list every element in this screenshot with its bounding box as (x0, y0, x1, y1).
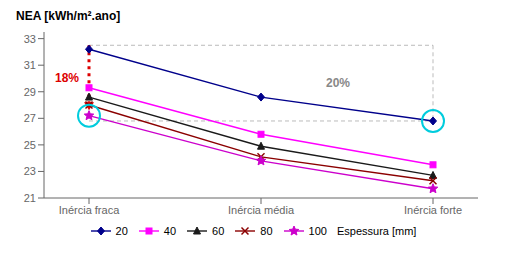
svg-text:Inércia forte: Inércia forte (404, 204, 462, 216)
svg-text:23: 23 (24, 165, 36, 177)
html-text:NEA [kWh/m².ano]: NEA [kWh/m².ano] (16, 9, 121, 23)
svg-text:31: 31 (24, 59, 36, 71)
svg-text:29: 29 (24, 86, 36, 98)
svg-text:25: 25 (24, 139, 36, 151)
svg-text:18%: 18% (55, 71, 79, 85)
svg-text:27: 27 (24, 112, 36, 124)
svg-text:Inércia média: Inércia média (228, 204, 295, 216)
html-text:100: 100 (308, 225, 327, 237)
html-text:20: 20 (115, 225, 128, 237)
html-text:80: 80 (260, 225, 273, 237)
html-text:Espessura [mm]: Espessura [mm] (336, 225, 417, 237)
svg-text:Inércia fraca: Inércia fraca (59, 204, 120, 216)
svg-text:21: 21 (24, 192, 36, 204)
svg-text:20%: 20% (326, 76, 350, 90)
html-text:60: 60 (212, 225, 225, 237)
html-text:40: 40 (163, 225, 177, 237)
svg-text:33: 33 (24, 33, 36, 45)
